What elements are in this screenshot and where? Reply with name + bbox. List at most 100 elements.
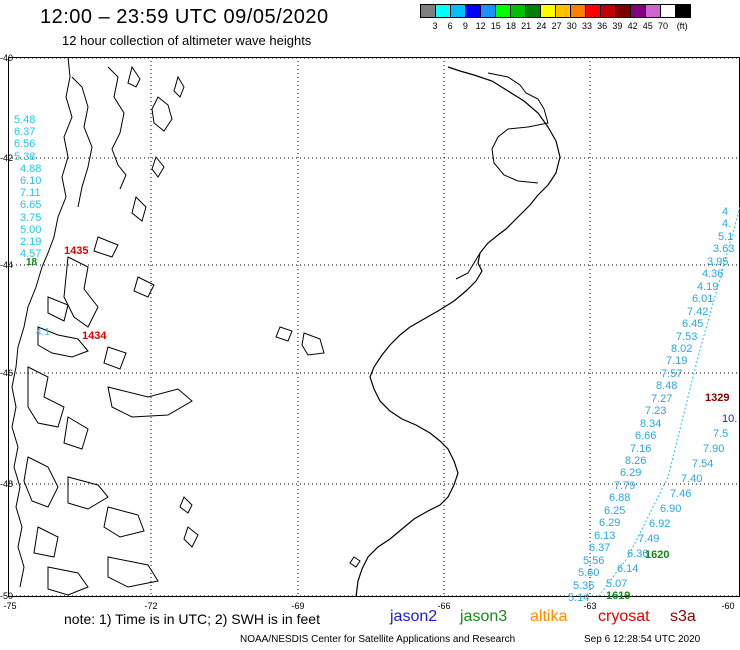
wave-height-label: 7.27 bbox=[651, 393, 673, 405]
valdes-peninsula bbox=[455, 252, 481, 280]
lon-tick-label: -66 bbox=[437, 601, 451, 611]
legend-swatch bbox=[480, 4, 496, 18]
wave-height-label: 4.88 bbox=[20, 162, 42, 175]
wave-height-label: 6.66 bbox=[635, 430, 657, 442]
wave-height-label: 6.65 bbox=[20, 199, 42, 212]
lon-tick-label: -63 bbox=[583, 601, 597, 611]
wave-height-label: 6.13 bbox=[594, 530, 616, 542]
legend-swatch bbox=[615, 4, 631, 18]
east-track-time-bot: 1619 bbox=[606, 590, 631, 602]
timestamp-text: Sep 6 12:28:54 UTC 2020 bbox=[584, 634, 701, 645]
legend-label: (ft) bbox=[676, 21, 688, 31]
legend-label: 36 bbox=[597, 21, 608, 31]
wave-height-label: 6.37 bbox=[589, 542, 611, 554]
legend-label: 18 bbox=[505, 21, 517, 31]
legend-labels: 3 6 9 12 15 18 21 24 27 30 33 36 39 42 45 70 (ft) bbox=[420, 21, 740, 33]
wave-height-label: 5.60 bbox=[578, 567, 600, 579]
wave-height-label: 6.56 bbox=[14, 138, 36, 151]
wave-height-label: 6.37 bbox=[14, 126, 36, 139]
legend-label: 30 bbox=[566, 21, 577, 31]
wave-height-label: 6.25 bbox=[604, 505, 626, 517]
wave-height-label: 6.10 bbox=[20, 175, 42, 187]
wave-height-label: 6.29 bbox=[620, 467, 642, 479]
legend-swatch bbox=[555, 4, 571, 18]
legend-swatch bbox=[660, 4, 676, 18]
satellite-label-jason2: jason2 bbox=[390, 608, 438, 625]
wave-height-label: 6.88 bbox=[609, 492, 631, 504]
lat-tick-label: -44 bbox=[0, 260, 14, 270]
wave-height-label: 7.79 bbox=[614, 480, 636, 492]
wave-height-label: 6.01 bbox=[692, 293, 714, 305]
lat-tick-label: -48 bbox=[0, 479, 14, 489]
wave-height-label: 5.56 bbox=[583, 555, 605, 567]
legend-label: 33 bbox=[581, 21, 593, 31]
legend-swatch bbox=[600, 4, 616, 18]
west-extra-1: 18 bbox=[26, 257, 38, 268]
legend-swatch bbox=[450, 4, 466, 18]
wave-height-label: 5.36 bbox=[573, 580, 595, 592]
wave-height-label: 3.95 bbox=[707, 256, 729, 268]
wave-height-label: 7.19 bbox=[666, 355, 688, 367]
satellite-track-east bbox=[597, 206, 740, 597]
legend-swatch bbox=[420, 4, 436, 18]
wave-height-label: 7.90 bbox=[703, 443, 725, 455]
coast-detail bbox=[487, 72, 549, 184]
legend-label: 24 bbox=[536, 21, 547, 31]
wave-height-label: 7.46 bbox=[670, 488, 692, 500]
satellite-label-cryosat: cryosat bbox=[598, 608, 650, 625]
wave-height-label: 8.48 bbox=[656, 380, 678, 392]
west-track-time-2: 1434 bbox=[82, 330, 107, 342]
lat-tick-label: -42 bbox=[0, 153, 14, 163]
wave-height-label: 7.40 bbox=[681, 473, 703, 485]
legend-label: 9 bbox=[462, 21, 468, 31]
west-track-time: 1435 bbox=[64, 245, 89, 257]
legend-swatch bbox=[435, 4, 451, 18]
legend-label: 12 bbox=[475, 21, 486, 31]
wave-height-label: 4.57 bbox=[20, 248, 42, 261]
legend-label: 3 bbox=[432, 21, 438, 31]
map-area bbox=[8, 57, 740, 597]
legend-swatch bbox=[570, 4, 586, 18]
satellite-label-s3a: s3a bbox=[670, 608, 696, 625]
west-coastline bbox=[11, 57, 361, 596]
lon-tick-label: -69 bbox=[291, 601, 305, 611]
lon-tick-label: -60 bbox=[721, 601, 735, 611]
legend-label: 6 bbox=[447, 21, 453, 31]
satellite-label-jason3: jason3 bbox=[460, 608, 508, 625]
credit-text: NOAA/NESDIS Center for Satellite Applica… bbox=[240, 634, 516, 645]
wave-height-label: 7.57 bbox=[661, 368, 683, 380]
east-coastline bbox=[355, 66, 561, 597]
wave-height-label: 8.02 bbox=[671, 343, 693, 355]
wave-height-label: 5.14 bbox=[568, 592, 590, 604]
wave-height-label: 6.29 bbox=[599, 517, 621, 529]
wave-height-label: 3.63 bbox=[713, 243, 735, 255]
wave-height-label: 6.90 bbox=[660, 503, 682, 515]
legend-label: 45 bbox=[642, 21, 653, 31]
wave-height-label: 7.49 bbox=[638, 533, 660, 545]
wave-height-label: 4. bbox=[722, 218, 732, 230]
satellite-label-altika: altika bbox=[530, 608, 568, 625]
wave-height-label: 5.38 bbox=[14, 150, 36, 163]
wave-height-label: 7.23 bbox=[645, 405, 667, 417]
wave-height-label: 7.11 bbox=[20, 187, 41, 200]
east-track-time-mid: 1620 bbox=[645, 549, 670, 561]
wave-height-label: 5.1 bbox=[718, 231, 734, 243]
wave-height-label: 7.42 bbox=[687, 306, 709, 318]
wave-height-label: 6.92 bbox=[649, 518, 671, 530]
legend-swatch bbox=[645, 4, 661, 18]
lon-tick-label: -72 bbox=[144, 601, 158, 611]
legend-label: 15 bbox=[490, 21, 501, 31]
wave-height-label: 7.54 bbox=[692, 458, 714, 470]
west-extra-2: 4.1 bbox=[36, 327, 50, 338]
wave-height-label: 4.36 bbox=[702, 268, 724, 280]
legend-swatch bbox=[465, 4, 481, 18]
legend-label: 39 bbox=[612, 21, 623, 31]
legend-swatch bbox=[630, 4, 646, 18]
legend-swatch bbox=[525, 4, 541, 18]
map-subtitle: 12 hour collection of altimeter wave hei… bbox=[62, 33, 312, 48]
wave-height-label: 7.5 bbox=[713, 428, 729, 440]
legend-swatch bbox=[675, 4, 691, 18]
wave-height-label: 4.19 bbox=[697, 281, 719, 293]
east-track-time-top: 1329 bbox=[705, 392, 730, 404]
legend-swatch bbox=[510, 4, 526, 18]
